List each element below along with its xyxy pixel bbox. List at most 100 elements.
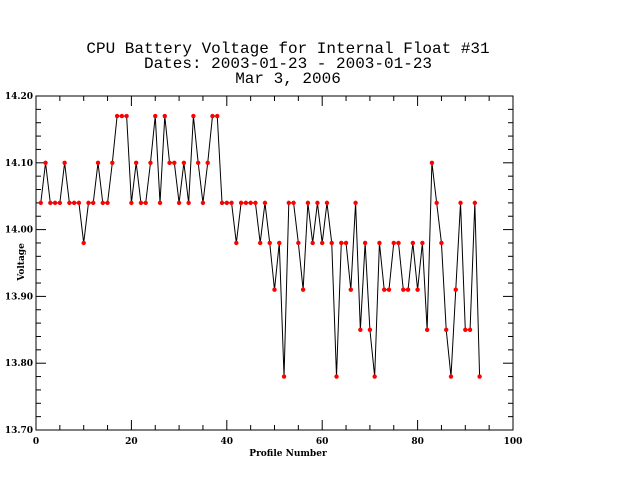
data-point [253,200,258,206]
data-point [148,160,153,165]
y-tick-label: 13.70 [5,426,33,436]
data-point [162,113,167,119]
data-point [210,113,215,119]
data-point [133,160,139,165]
data-point [81,240,86,246]
data-point [267,240,272,246]
data-point [181,160,187,165]
data-point [396,240,401,246]
data-point [110,160,115,165]
y-tick-label: 14.00 [5,226,33,236]
data-point [95,160,101,165]
data-point [105,200,110,206]
data-point [405,287,411,292]
data-point [434,200,439,206]
series-marker-group [38,113,482,379]
y-tick-label: 14.20 [5,92,33,102]
data-point [100,200,105,206]
data-point [153,113,158,119]
data-point [272,287,277,292]
x-tick-label: 60 [316,437,329,447]
data-point [291,200,296,206]
data-point [467,327,473,332]
data-point [43,160,48,165]
data-point [91,200,96,206]
data-point [67,200,72,206]
plot-frame [35,95,514,431]
data-point [191,113,196,119]
axis-ticks [35,95,514,431]
data-point [277,240,282,246]
data-point [420,240,425,246]
data-point [124,113,129,119]
data-point [382,287,387,292]
data-point [439,240,444,246]
data-point [172,160,177,165]
data-point [86,200,91,206]
data-point [305,200,311,206]
data-point [119,113,125,119]
data-point [57,200,63,206]
series-line [40,115,481,377]
data-point [186,200,191,206]
data-point [324,200,330,206]
data-point [472,200,478,206]
data-point [463,327,468,332]
data-point [348,287,354,292]
x-tick-label: 0 [33,437,39,447]
data-point [219,200,225,206]
x-tick-label: 40 [221,437,234,447]
y-axis-label: Voltage [17,243,27,282]
data-point [444,327,449,332]
data-point [386,287,392,292]
data-point [200,200,206,206]
data-point [391,240,396,246]
title-line-2: Dates: 2003-01-23 - 2003-01-23 [144,55,432,73]
data-point [477,374,482,379]
data-point [339,240,344,246]
data-point [138,200,144,206]
data-point [286,200,292,206]
data-point [238,200,244,206]
data-point [38,200,43,206]
data-point [320,240,325,246]
data-point [448,374,454,379]
x-axis-label: Profile Number [249,449,327,459]
y-tick-label: 13.80 [5,359,33,369]
data-point [176,200,182,206]
data-point [358,327,363,332]
data-point [310,240,315,246]
series-line-group [40,115,481,377]
data-point [362,240,368,246]
data-point [262,200,268,206]
data-point [458,200,463,206]
data-point [410,240,416,246]
data-point [377,240,382,246]
data-point [329,240,334,246]
data-point [143,200,148,206]
y-tick-label: 14.10 [5,159,33,169]
data-point [234,240,239,246]
data-point [296,240,301,246]
chart-title: CPU Battery Voltage for Internal Float #… [86,40,489,88]
data-point [353,200,358,206]
title-line-1: CPU Battery Voltage for Internal Float #… [86,40,489,58]
data-point [62,160,67,165]
data-point [76,200,82,206]
data-point [401,287,406,292]
data-point [224,200,229,206]
data-point [424,327,430,332]
data-point [372,374,377,379]
data-point [300,287,306,292]
y-tick-label: 13.90 [5,292,33,302]
data-point [48,200,53,206]
data-point [167,160,172,165]
data-point [114,113,120,119]
x-tick-label: 80 [411,437,424,447]
data-point [367,327,373,332]
data-point [343,240,349,246]
data-point [52,200,58,206]
x-tick-label: 100 [504,437,523,447]
data-point [195,160,201,165]
